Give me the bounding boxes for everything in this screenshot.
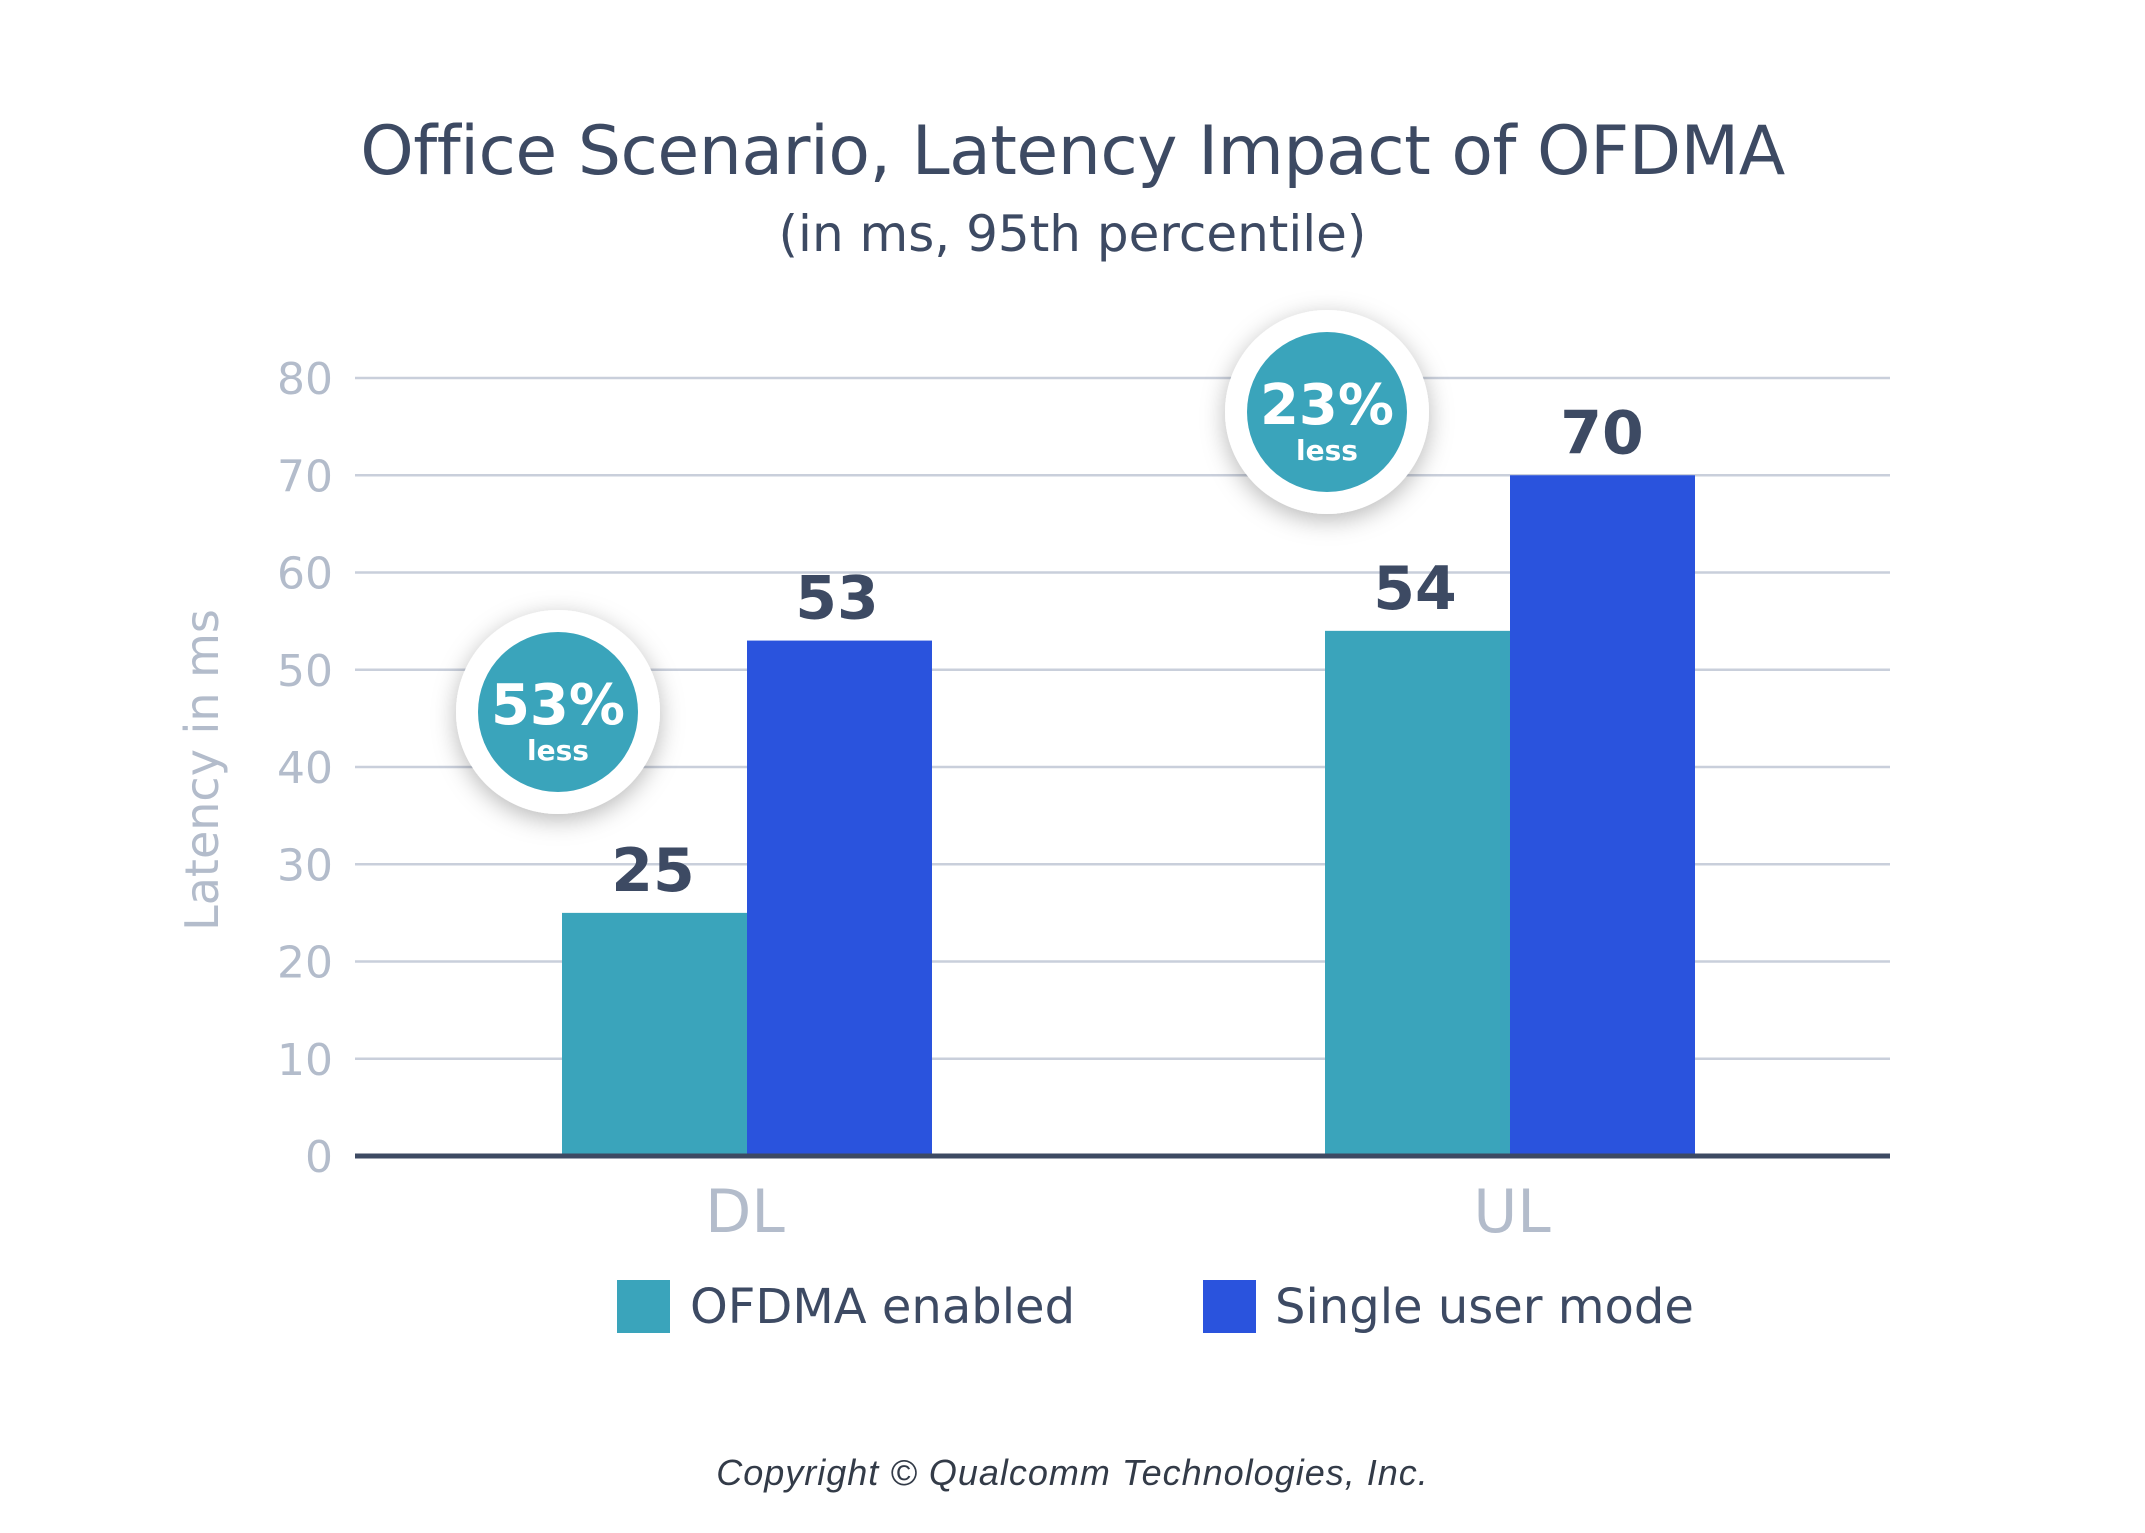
y-tick-label: 70	[277, 451, 333, 502]
badge-text: less	[527, 734, 589, 767]
y-tick-label: 80	[277, 354, 333, 405]
legend-label: OFDMA enabled	[690, 1279, 1075, 1335]
legend-label: Single user mode	[1275, 1279, 1694, 1335]
badge-percent: 23%	[1260, 373, 1394, 438]
reduction-badge: 53%less	[456, 610, 660, 814]
y-tick-label: 0	[305, 1132, 333, 1183]
y-tick-label: 20	[277, 938, 333, 989]
x-category-label: DL	[705, 1177, 785, 1247]
y-tick-label: 10	[277, 1035, 333, 1086]
legend-swatch	[617, 1280, 670, 1333]
y-axis-label: Latency in ms	[175, 609, 229, 931]
y-tick-label: 50	[277, 646, 333, 697]
reduction-badge: 23%less	[1225, 310, 1429, 514]
y-tick-label: 30	[277, 840, 333, 891]
badge-text: less	[1296, 434, 1358, 467]
data-label: 54	[1373, 554, 1457, 624]
data-label: 25	[611, 836, 695, 906]
bar-dl-ofdma	[562, 912, 747, 1154]
legend-item: OFDMA enabled	[617, 1279, 1075, 1335]
bar-dl-single-user	[747, 640, 932, 1154]
badge-inner-circle	[478, 632, 638, 792]
badge-inner-circle	[1247, 332, 1407, 492]
data-label: 53	[795, 564, 879, 634]
bar-ul-ofdma	[1325, 630, 1510, 1154]
legend-item: Single user mode	[1203, 1279, 1694, 1335]
chart-subtitle: (in ms, 95th percentile)	[778, 205, 1367, 263]
data-label: 70	[1560, 398, 1644, 468]
badge-percent: 53%	[491, 673, 625, 738]
bar-ul-single-user	[1510, 475, 1695, 1154]
legend-swatch	[1203, 1280, 1256, 1333]
chart-title: Office Scenario, Latency Impact of OFDMA	[360, 112, 1785, 191]
x-category-label: UL	[1473, 1177, 1551, 1247]
y-tick-label: 60	[277, 549, 333, 600]
y-tick-label: 40	[277, 743, 333, 794]
copyright-notice: Copyright © Qualcomm Technologies, Inc.	[716, 1452, 1429, 1493]
